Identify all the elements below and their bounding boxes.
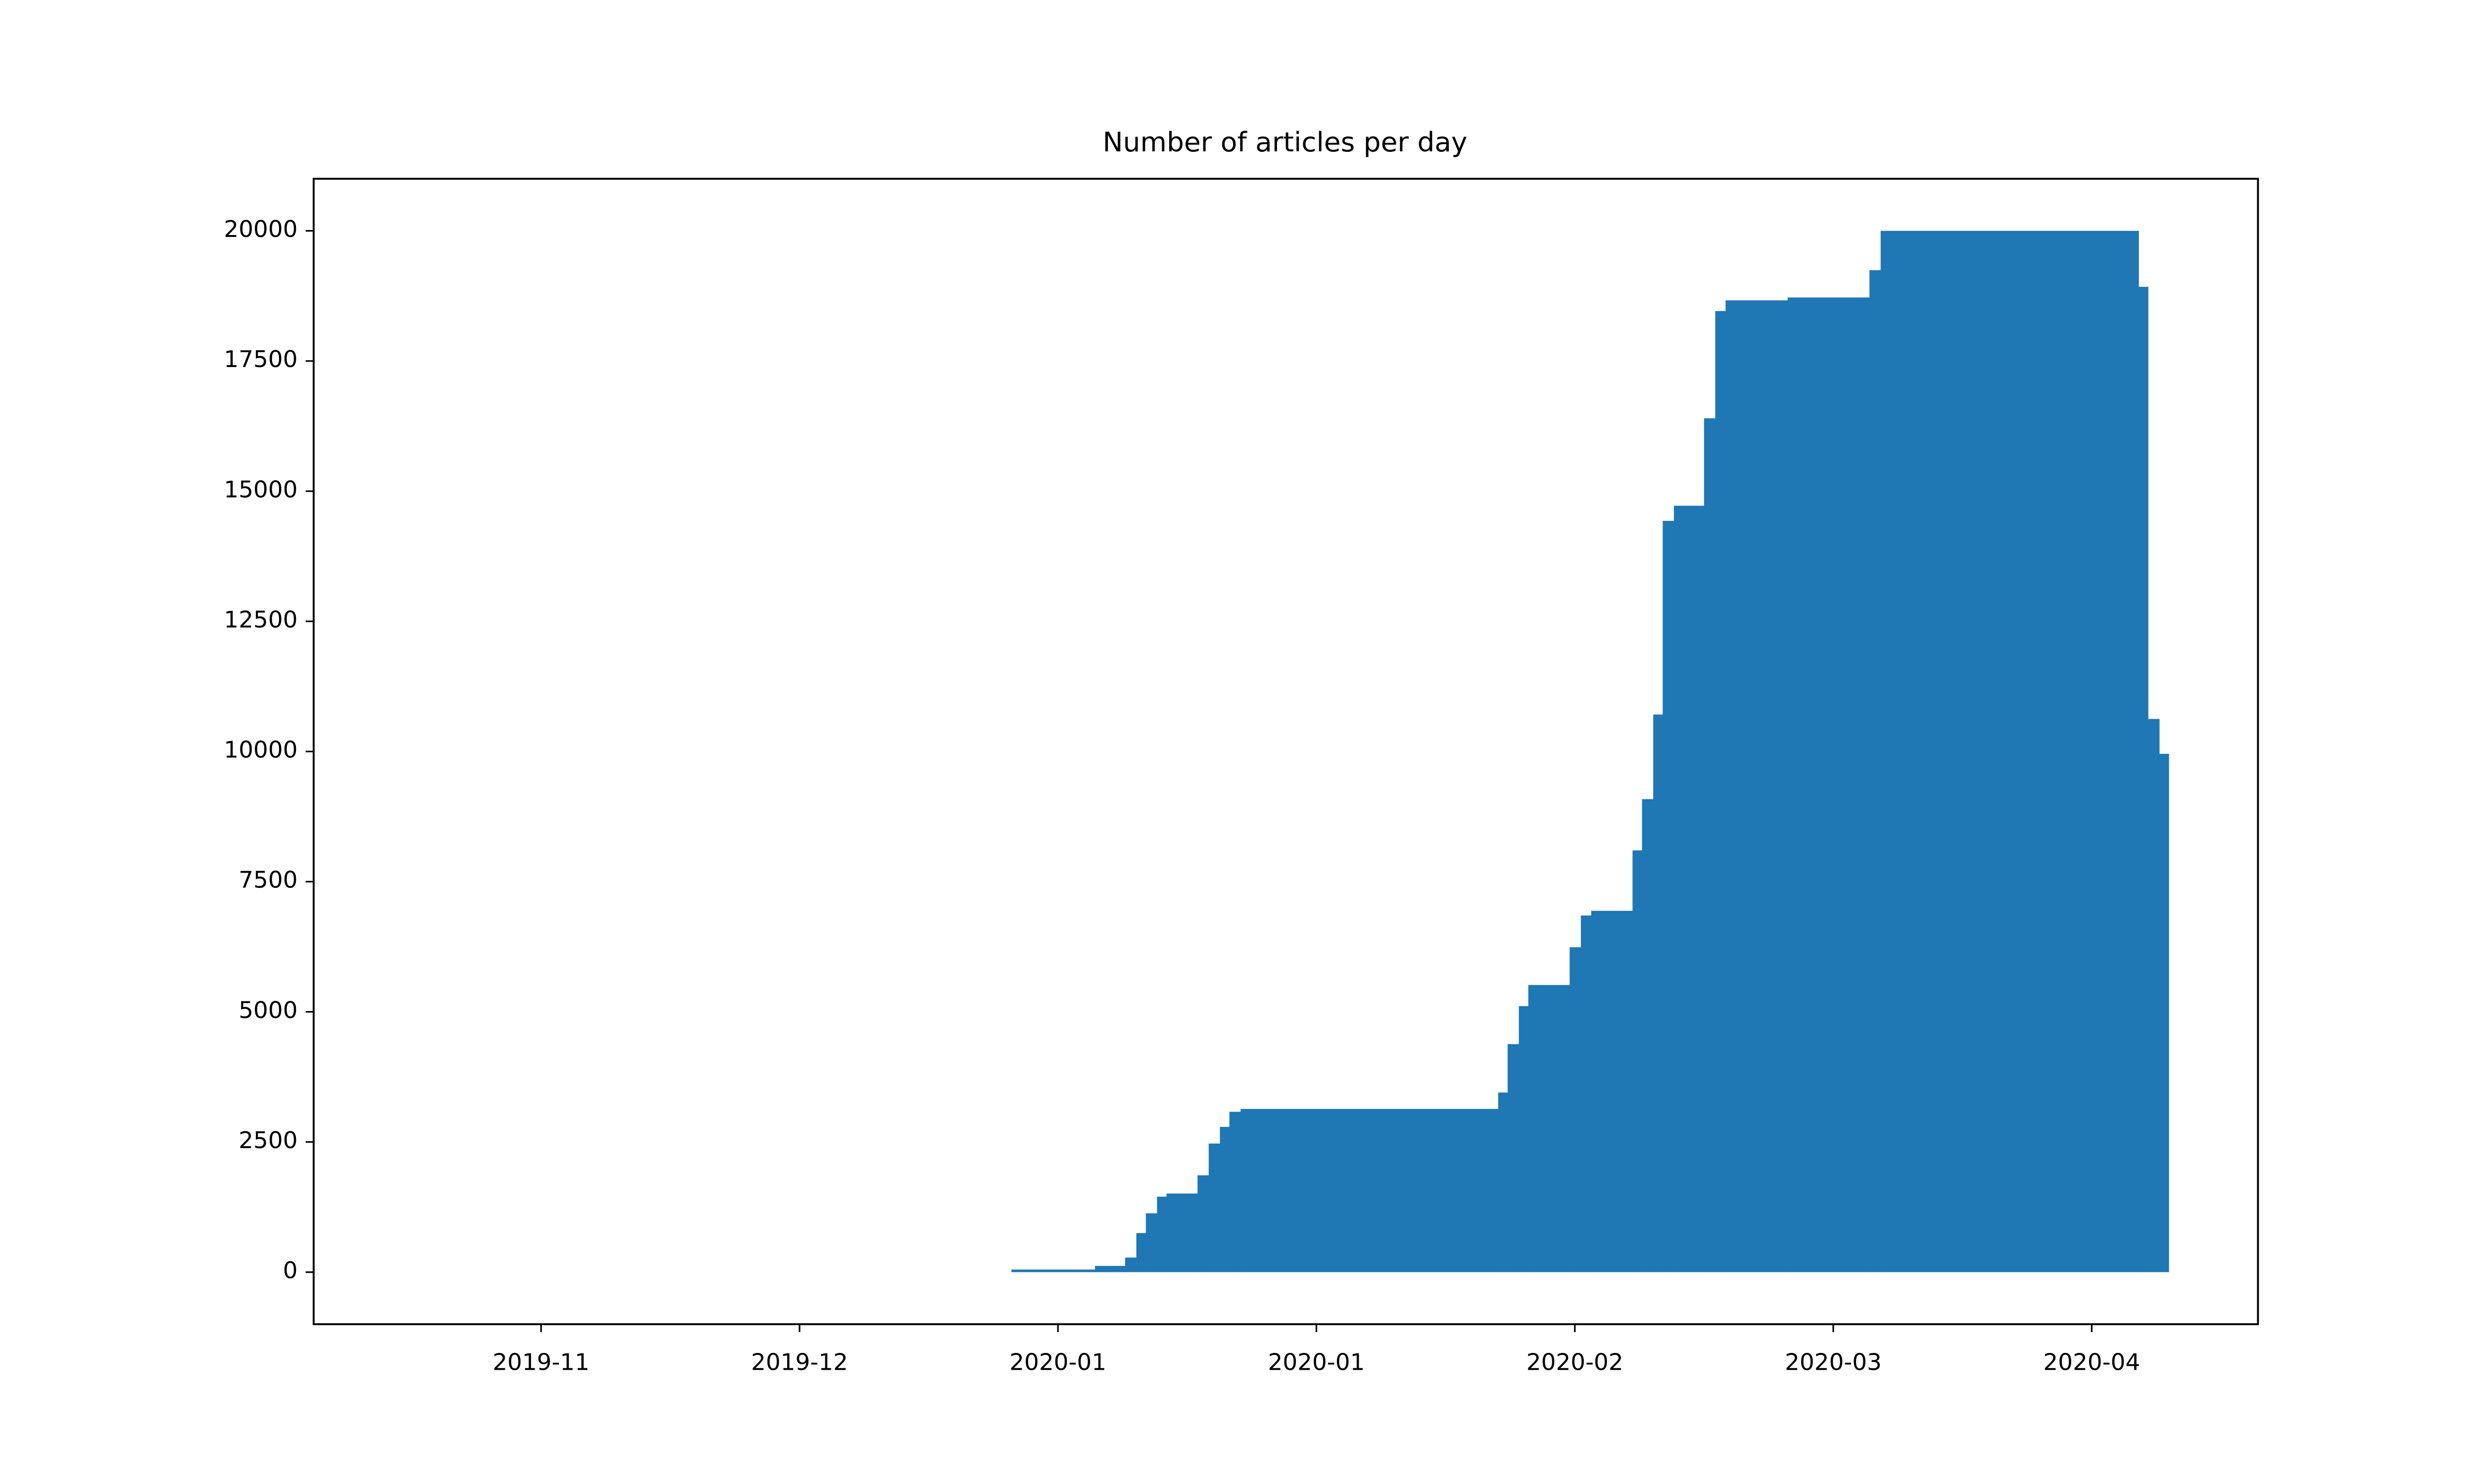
bar — [1704, 418, 1716, 1272]
bar — [1507, 1044, 1520, 1272]
chart-title: Number of articles per day — [1102, 126, 1467, 158]
bar — [1157, 1197, 1167, 1272]
x-tick-label: 2020-01 — [1268, 1349, 1365, 1376]
bar — [1787, 297, 1870, 1272]
bar — [1220, 1127, 1230, 1272]
y-tick-label: 2500 — [238, 1127, 297, 1154]
bar — [1197, 1175, 1210, 1272]
bar — [1663, 520, 1675, 1272]
bar — [2138, 286, 2148, 1272]
bar — [1642, 799, 1654, 1272]
bar — [1673, 506, 1705, 1272]
bar — [1136, 1233, 1147, 1272]
bar — [1498, 1092, 1509, 1272]
bar — [1725, 300, 1789, 1272]
x-tick-label: 2020-03 — [1785, 1349, 1882, 1376]
y-tick-label: 17500 — [224, 346, 297, 372]
x-tick-label: 2019-11 — [493, 1349, 590, 1376]
bar — [1653, 714, 1664, 1272]
bar — [1145, 1213, 1158, 1272]
y-tick-label: 12500 — [224, 606, 297, 633]
bar — [1229, 1112, 1241, 1272]
bar — [1208, 1143, 1221, 1272]
x-tick-label: 2020-01 — [1009, 1349, 1106, 1376]
y-tick-label: 5000 — [238, 997, 297, 1023]
x-tick-label: 2020-04 — [2043, 1349, 2140, 1376]
bar — [1240, 1109, 1499, 1272]
y-tick-label: 0 — [283, 1257, 298, 1284]
bar — [1166, 1193, 1198, 1272]
bar — [1580, 915, 1592, 1272]
bar — [2147, 719, 2160, 1272]
bar — [1715, 311, 1726, 1272]
bar — [1632, 850, 1643, 1272]
bar — [1591, 911, 1633, 1272]
y-tick-label: 15000 — [224, 476, 297, 503]
bar — [1880, 231, 2139, 1272]
bar — [1519, 1006, 1529, 1272]
bar — [1011, 1269, 1096, 1272]
y-tick-label: 20000 — [224, 216, 297, 242]
bar — [1095, 1266, 1126, 1272]
bar — [2159, 753, 2169, 1272]
x-tick-label: 2019-12 — [751, 1349, 848, 1376]
bar — [1528, 985, 1570, 1272]
y-tick-label: 10000 — [224, 737, 297, 763]
bar — [1869, 270, 1882, 1272]
bar — [1125, 1257, 1137, 1272]
bar — [1570, 947, 1582, 1272]
x-tick-label: 2020-02 — [1526, 1349, 1623, 1376]
y-tick-label: 7500 — [238, 867, 297, 893]
